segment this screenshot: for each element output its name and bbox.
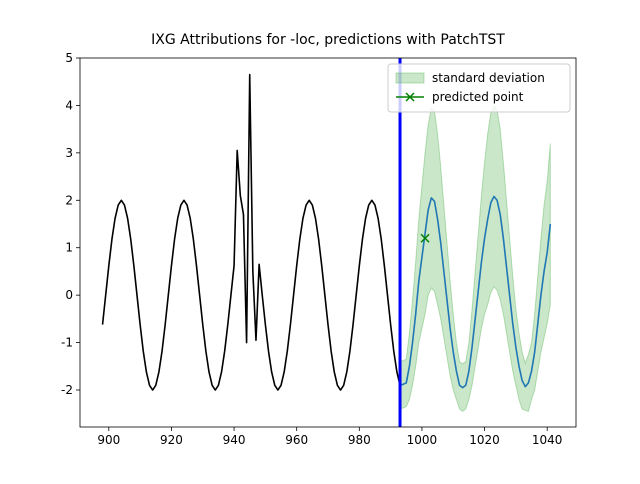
x-tick-label: 960 bbox=[285, 433, 308, 447]
y-tick-label: 2 bbox=[65, 193, 73, 207]
x-tick-label: 980 bbox=[348, 433, 371, 447]
y-tick-label: 3 bbox=[65, 146, 73, 160]
x-tick-label: 1000 bbox=[407, 433, 438, 447]
axes-frame bbox=[79, 57, 577, 428]
y-tick-label: 1 bbox=[65, 241, 73, 255]
predicted-marker bbox=[420, 233, 430, 243]
y-tick-label: 0 bbox=[65, 288, 73, 302]
y-tick-label: -2 bbox=[61, 383, 73, 397]
x-tick-label: 1020 bbox=[469, 433, 500, 447]
series-layer bbox=[101, 58, 552, 427]
legend-box bbox=[387, 63, 571, 113]
y-tick-label: 5 bbox=[65, 51, 73, 65]
y-tick-label: -1 bbox=[61, 336, 73, 350]
legend-label: standard deviation bbox=[432, 71, 545, 85]
series-line bbox=[399, 195, 552, 389]
legend-marker bbox=[405, 92, 415, 102]
std-band bbox=[399, 105, 551, 412]
series-line bbox=[101, 73, 401, 391]
x-tick-label: 920 bbox=[160, 433, 183, 447]
x-tick-label: 900 bbox=[97, 433, 120, 447]
legend-swatch bbox=[395, 72, 425, 84]
x-tick-label: 1040 bbox=[532, 433, 563, 447]
x-tick-label: 940 bbox=[223, 433, 246, 447]
y-tick-label: 4 bbox=[65, 98, 73, 112]
legend-label: predicted point bbox=[432, 90, 524, 104]
chart-title: IXG Attributions for -loc, predictions w… bbox=[151, 32, 505, 48]
